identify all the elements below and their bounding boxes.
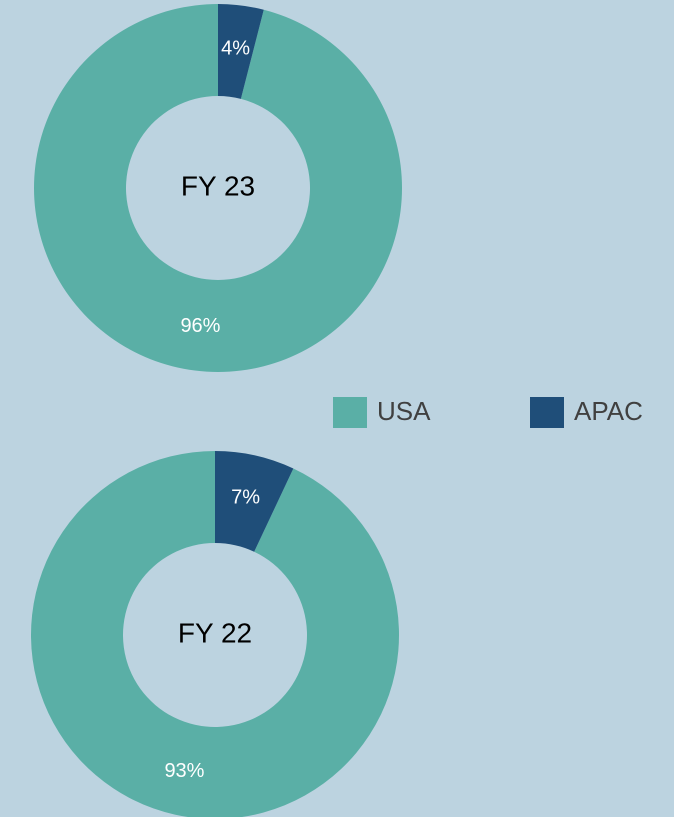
data-label: 4%	[221, 37, 250, 59]
donut-slice	[215, 451, 294, 552]
donut-slice	[33, 4, 403, 372]
donut-slice	[218, 4, 264, 99]
legend-label: APAC	[574, 396, 643, 426]
center-label: FY 22	[178, 617, 252, 648]
legend-swatch	[530, 397, 564, 428]
legend-label: USA	[377, 396, 431, 426]
center-label: FY 23	[181, 170, 255, 201]
data-label: 7%	[231, 487, 260, 509]
data-label: 96%	[180, 315, 220, 337]
legend-swatch	[333, 397, 367, 428]
donut-slice	[31, 451, 399, 817]
data-label: 93%	[164, 760, 204, 782]
